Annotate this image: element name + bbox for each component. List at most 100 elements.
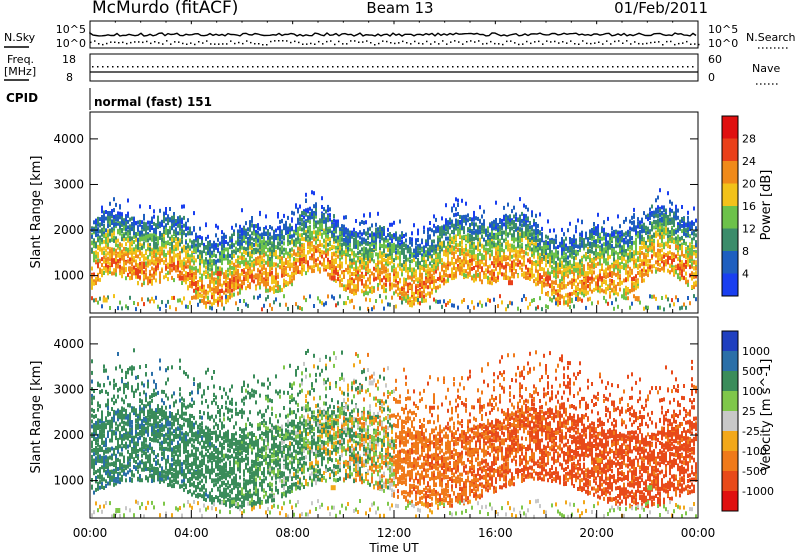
power-cell (377, 255, 379, 260)
power-cell (347, 228, 349, 233)
power-cell (107, 295, 109, 300)
power-cell (151, 237, 153, 242)
power-cell (329, 217, 331, 222)
power-cell (229, 245, 231, 250)
power-cell (353, 272, 355, 276)
power-cell (453, 273, 455, 278)
power-cell (181, 300, 183, 305)
power-cell (325, 253, 327, 258)
power-cell (343, 287, 345, 291)
power-cell (117, 238, 119, 243)
power-cell (221, 250, 223, 255)
noise-search-point (318, 40, 320, 43)
power-cell (487, 226, 489, 231)
power-cell (313, 259, 315, 264)
power-cell (267, 272, 269, 276)
power-cell (283, 280, 285, 285)
power-cell (473, 230, 475, 235)
power-cell (311, 211, 313, 216)
power-cell (327, 262, 329, 267)
power-cell (433, 244, 435, 249)
power-cell (173, 246, 175, 251)
power-cell (301, 269, 303, 274)
power-cell (423, 267, 425, 272)
power-cell (341, 283, 343, 288)
power-cell (247, 231, 249, 236)
power-cell (147, 263, 149, 268)
power-cell (145, 250, 147, 255)
noise-search-point (274, 40, 276, 42)
power-cell (239, 264, 241, 268)
beam-label: Beam 13 (366, 0, 433, 17)
power-cell (169, 266, 171, 271)
power-cell (339, 235, 341, 240)
power-cell (269, 259, 271, 264)
power-cell (209, 279, 211, 284)
power-cell (485, 239, 487, 244)
power-cell (175, 233, 177, 238)
power-cell (139, 219, 141, 224)
power-cell (323, 207, 325, 212)
power-cell (239, 299, 241, 303)
power-cell (159, 208, 161, 213)
power-cell (113, 268, 115, 273)
power-cell (449, 243, 451, 248)
power-cell (351, 272, 353, 276)
power-cell (315, 248, 317, 253)
power-cell (389, 255, 391, 260)
power-cell (455, 226, 457, 231)
power-cell (387, 276, 389, 281)
power-cell (411, 267, 413, 272)
power-cell (353, 257, 355, 262)
power-cell (199, 263, 201, 268)
power-cell (365, 231, 367, 236)
power-cell (189, 269, 191, 274)
power-cell (303, 243, 305, 248)
power-cell (111, 212, 113, 217)
power-cell (487, 280, 489, 285)
power-cell (103, 271, 105, 275)
power-cell (327, 217, 329, 222)
power-cell (207, 274, 209, 279)
power-cell (149, 205, 151, 209)
power-cell (451, 256, 453, 261)
power-cell (219, 241, 221, 246)
power-cell (471, 221, 473, 226)
power-cell (459, 230, 461, 235)
power-cell (181, 262, 183, 267)
power-cell (493, 219, 495, 224)
power-cell (297, 233, 299, 238)
power-cell (125, 215, 127, 220)
power-cell (233, 272, 235, 277)
power-cell (145, 267, 147, 272)
power-cell (421, 238, 423, 243)
power-cell (257, 230, 259, 235)
power-cell (285, 250, 287, 255)
power-cell (343, 224, 345, 229)
power-cell (93, 257, 95, 262)
power-cell (319, 253, 321, 258)
power-cell (291, 278, 293, 283)
power-cell (447, 236, 449, 241)
power-cell (321, 262, 323, 267)
power-cell (353, 267, 355, 272)
power-cell (221, 299, 223, 304)
power-cell (437, 246, 439, 251)
noise-search-point (350, 40, 352, 42)
power-cell (423, 298, 425, 303)
power-cell (423, 261, 425, 266)
power-cell (433, 258, 435, 263)
power-cell (151, 280, 153, 284)
power-cell (437, 255, 439, 259)
power-cell (337, 269, 339, 274)
power-cell (275, 267, 277, 272)
power-cell (187, 277, 189, 282)
power-cell (431, 242, 433, 247)
power-cell (357, 240, 359, 245)
power-cell (199, 260, 201, 265)
power-cell (181, 220, 183, 225)
power-cell (305, 255, 307, 260)
power-cell (389, 222, 391, 227)
power-cell (369, 289, 371, 294)
power-cell (375, 241, 377, 246)
